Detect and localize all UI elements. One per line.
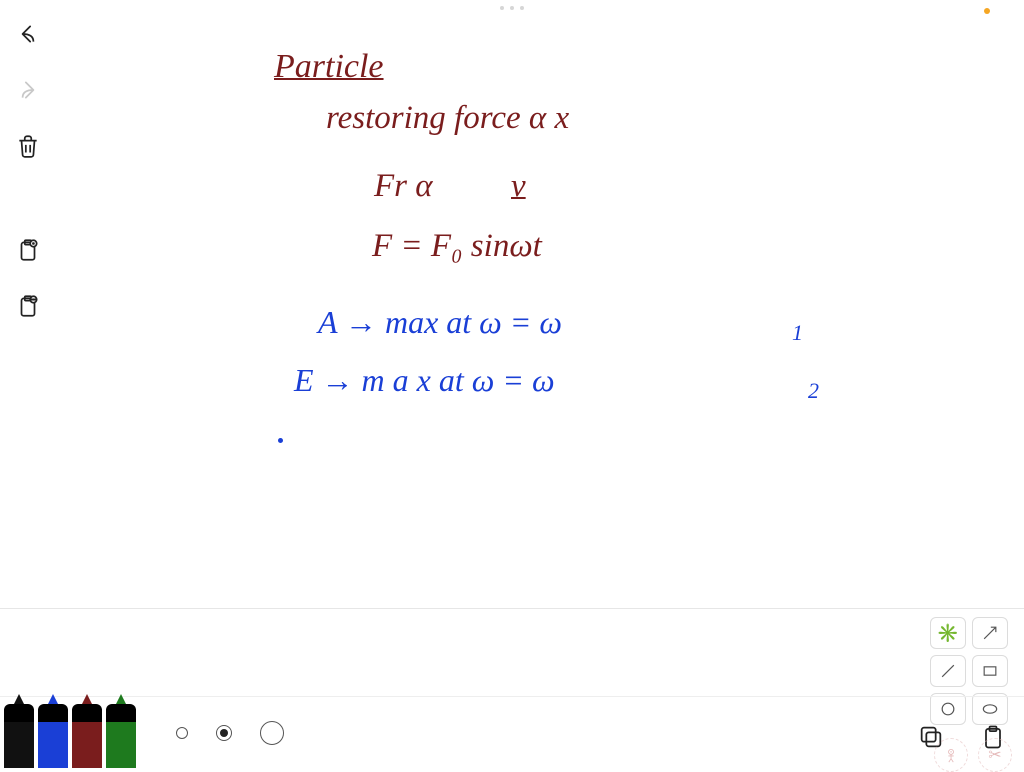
photo-picker-button[interactable]: ✳️ <box>930 617 966 649</box>
rect-tool-button[interactable] <box>972 655 1008 687</box>
scissors-ghost-icon[interactable]: ✂ <box>978 738 1012 772</box>
clipboard-add-icon[interactable] <box>14 236 42 264</box>
line-tool-button[interactable] <box>930 655 966 687</box>
hw-amax-sub: 1 <box>792 320 803 346</box>
hw-emax: E → m a x at ω = ω <box>294 362 555 399</box>
hw-v: v <box>511 168 526 205</box>
hw-particle: Particle <box>274 48 384 86</box>
stroke-size-large[interactable] <box>260 721 284 745</box>
undo-icon[interactable] <box>14 20 42 48</box>
hw-emax-sub: 2 <box>808 378 819 404</box>
stroke-size-medium[interactable] <box>216 725 232 741</box>
hw-amax: A → max at ω = ω <box>318 304 562 341</box>
drawing-canvas[interactable]: Particle restoring force α x Fr α v F = … <box>56 0 1024 620</box>
marker-green[interactable] <box>106 704 136 768</box>
stray-dot <box>278 438 283 443</box>
rectangle-icon <box>980 661 1000 681</box>
flower-icon: ✳️ <box>937 623 959 644</box>
marker-blue[interactable] <box>38 704 68 768</box>
bottom-toolbar: ✳️ <box>0 608 1024 768</box>
clipboard-menu-icon[interactable] <box>14 292 42 320</box>
marker-black[interactable] <box>4 704 34 768</box>
arrow-tool-button[interactable] <box>972 617 1008 649</box>
bottom-row <box>0 696 1024 768</box>
person-ghost-icon[interactable]: 𖨆 <box>934 738 968 772</box>
line-icon <box>938 661 958 681</box>
redo-icon[interactable] <box>14 76 42 104</box>
stroke-size-picker <box>176 697 284 768</box>
arrow-icon <box>980 623 1000 643</box>
hw-feq: F = F₀ sinωt <box>372 228 542 265</box>
hw-restoring: restoring force α x <box>326 100 569 137</box>
marker-palette <box>0 697 136 768</box>
trash-icon[interactable] <box>14 132 42 160</box>
left-toolbar <box>0 0 56 600</box>
hw-fr: Fr α <box>374 168 433 205</box>
marker-maroon[interactable] <box>72 704 102 768</box>
hidden-corner-tools: 𖨆 ✂ <box>934 738 1012 772</box>
stroke-size-small[interactable] <box>176 727 188 739</box>
